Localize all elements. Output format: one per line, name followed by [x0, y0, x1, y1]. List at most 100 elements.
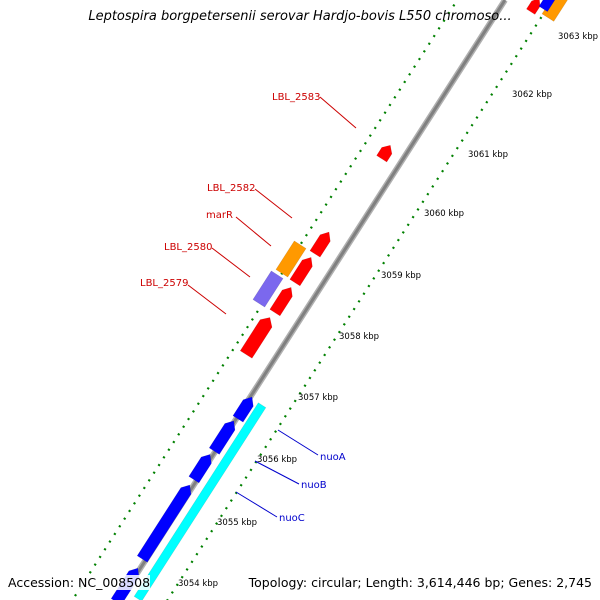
tick-mark: [293, 399, 297, 403]
tick-mark: [226, 356, 230, 360]
feature-track: [110, 0, 571, 600]
tick-mark: [372, 276, 376, 280]
tick-mark: [328, 345, 332, 349]
gene-nuob-shape: [208, 420, 236, 455]
gene-lbl-2583-shape: [376, 144, 393, 163]
scale-label: 3060 kbp: [424, 209, 464, 219]
tick-mark: [504, 70, 508, 73]
gene-marr-shape: [289, 257, 313, 287]
tick-mark: [465, 131, 469, 135]
tick-mark: [500, 77, 503, 81]
tick-mark: [220, 514, 223, 518]
tick-mark: [180, 575, 184, 579]
tick-mark: [229, 499, 233, 502]
tick-mark: [246, 325, 249, 329]
tick-mark: [216, 371, 220, 375]
tick-mark: [128, 509, 132, 513]
tick-mark: [190, 560, 194, 564]
gene-top-orange: [541, 0, 571, 22]
gene-purple: [252, 270, 284, 308]
tick-mark: [185, 568, 189, 571]
tick-mark: [524, 39, 528, 43]
label-leaders: [187, 96, 357, 518]
tick-mark: [422, 49, 426, 53]
tick-mark: [98, 555, 102, 559]
operon-band: [133, 402, 267, 600]
tick-mark: [534, 24, 538, 28]
gene-nuoa: [232, 396, 254, 423]
tick-mark: [495, 85, 499, 89]
tick-mark: [519, 47, 523, 51]
tick-mark: [108, 540, 112, 544]
scale-label: 3063 kbp: [558, 32, 598, 42]
tick-mark: [195, 552, 199, 556]
tick-mark: [167, 448, 171, 452]
tick-mark: [329, 195, 333, 199]
tick-mark: [224, 506, 228, 510]
tick-mark: [221, 363, 225, 367]
tick-mark: [426, 192, 430, 196]
gene-label: nuoC: [279, 513, 305, 524]
scale-label: 3058 kbp: [339, 332, 379, 342]
tick-mark: [539, 16, 543, 20]
leader-line: [211, 247, 251, 278]
tick-mark: [269, 437, 273, 441]
tick-mark: [452, 3, 456, 7]
tick-mark: [241, 333, 245, 337]
tick-mark: [259, 453, 263, 457]
gene-nuoc: [188, 454, 212, 484]
tick-mark: [393, 95, 397, 99]
tick-mark: [411, 215, 415, 219]
accession-text: Accession: NC_008508: [8, 575, 151, 590]
gene-nuoa-shape: [232, 396, 254, 423]
gene-nuod: [136, 484, 192, 563]
tick-mark: [303, 384, 307, 388]
gene-lbl-2583: [376, 144, 393, 163]
tick-mark: [93, 563, 97, 567]
tick-mark: [455, 146, 459, 150]
tick-mark: [446, 162, 449, 165]
tick-mark: [357, 299, 361, 303]
tick-mark: [314, 218, 318, 222]
tick-mark: [382, 261, 386, 265]
tick-mark: [200, 545, 204, 548]
tick-mark: [309, 226, 313, 229]
tick-mark: [152, 471, 156, 475]
tick-mark: [196, 402, 200, 406]
gene-top-blue: [538, 0, 556, 12]
tick-mark: [431, 185, 435, 188]
tick-mark: [74, 593, 77, 597]
leader-line: [187, 284, 227, 315]
tick-mark: [342, 322, 346, 326]
gene-label: marR: [206, 210, 233, 221]
tick-mark: [460, 139, 464, 142]
tick-mark: [333, 338, 336, 342]
tick-mark: [337, 330, 341, 334]
tick-mark: [354, 157, 358, 161]
gene-label: LBL_2580: [164, 242, 212, 253]
gene-lbl-2582-shape: [309, 231, 331, 258]
tick-mark: [387, 253, 390, 257]
tick-mark: [133, 501, 136, 505]
tick-mark: [339, 180, 343, 184]
tick-mark: [413, 65, 416, 69]
gene-top-red-shape: [526, 0, 541, 15]
tick-mark: [324, 203, 328, 206]
tick-mark: [347, 315, 351, 319]
gene-lbl-2579: [239, 317, 273, 359]
tick-mark: [514, 54, 518, 58]
tick-mark: [142, 486, 146, 490]
scale-label: 3054 kbp: [178, 579, 218, 589]
gene-orange: [275, 240, 307, 278]
tick-mark: [118, 524, 122, 528]
tick-mark: [103, 547, 107, 551]
tick-track: [74, 1, 553, 600]
tick-mark: [436, 177, 440, 181]
tick-mark: [344, 172, 348, 176]
tick-mark: [298, 391, 302, 395]
tick-mark: [334, 187, 338, 191]
tick-mark: [88, 570, 92, 574]
tick-mark: [437, 26, 441, 30]
tick-mark: [278, 422, 282, 426]
leader-line: [235, 216, 272, 247]
